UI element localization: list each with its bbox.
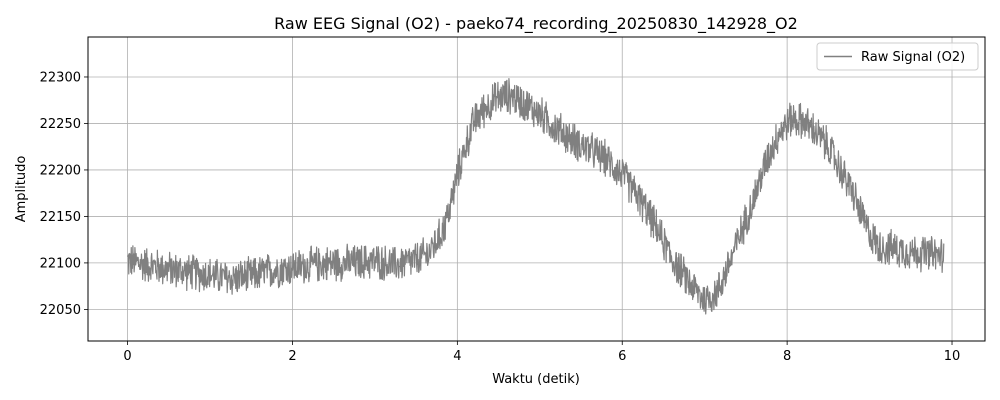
series-line-raw-signal-o2 — [127, 78, 945, 315]
y-tick-label: 22200 — [40, 163, 81, 178]
x-tick-label: 8 — [783, 349, 791, 364]
chart-title: Raw EEG Signal (O2) - paeko74_recording_… — [274, 14, 798, 34]
y-axis-label: Amplitudo — [14, 156, 29, 223]
x-axis-label: Waktu (detik) — [492, 372, 580, 387]
x-tick-label: 6 — [618, 349, 626, 364]
legend: Raw Signal (O2) — [816, 42, 979, 71]
x-tick-label: 10 — [944, 349, 961, 364]
x-tick-label: 0 — [123, 349, 131, 364]
legend-label: Raw Signal (O2) — [861, 50, 965, 65]
y-axis: 22050 22100 22150 22200 22250 22300 — [40, 70, 88, 318]
series-layer — [127, 78, 945, 315]
y-tick-label: 22150 — [40, 210, 81, 225]
x-axis: 0 2 4 6 8 10 — [123, 341, 960, 364]
y-tick-label: 22050 — [40, 303, 81, 318]
grid — [88, 37, 985, 341]
plot-frame — [87, 36, 986, 342]
y-tick-label: 22250 — [40, 117, 81, 132]
x-tick-label: 4 — [453, 349, 461, 364]
y-tick-label: 22100 — [40, 256, 81, 271]
legend-box — [816, 42, 979, 71]
y-tick-label: 22300 — [40, 70, 81, 85]
x-tick-label: 2 — [288, 349, 296, 364]
